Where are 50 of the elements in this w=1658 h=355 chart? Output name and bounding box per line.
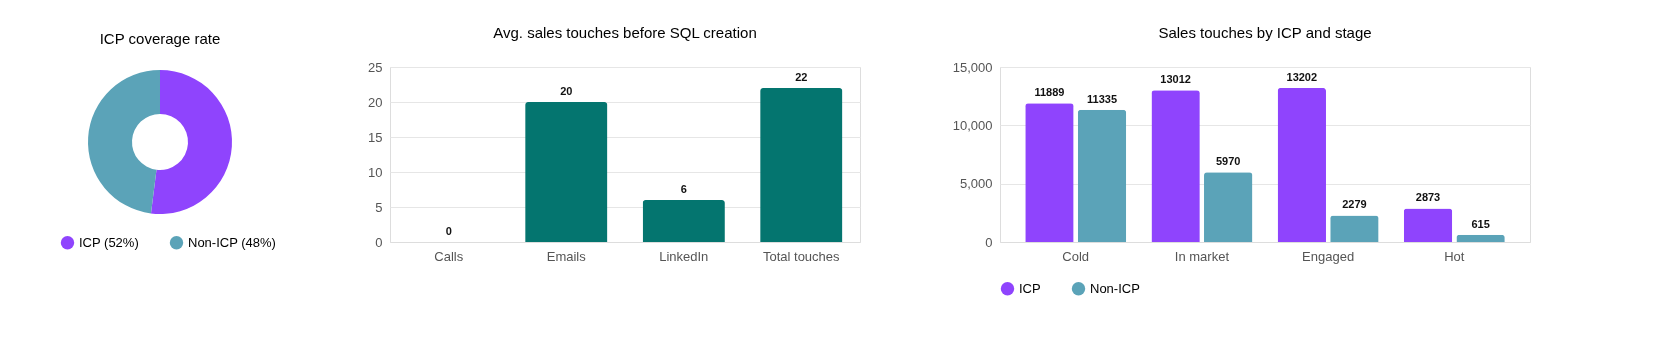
legend-label: ICP [1019,280,1041,296]
y-tick-label: 15 [368,129,383,145]
x-tick-label: LinkedIn [659,248,709,264]
y-tick-label: 10 [368,164,383,180]
x-tick-label: Calls [434,248,464,264]
bar [642,200,725,242]
x-tick-label: Cold [1062,248,1090,264]
bar [1456,234,1505,242]
bar [1403,208,1453,242]
bar [1330,215,1379,242]
x-tick-label: Engaged [1302,248,1355,264]
y-tick-label: 0 [375,234,383,250]
data-label: 2279 [1342,198,1367,211]
chart-title: Avg. sales touches before SQL creation [493,24,757,41]
donut-slice [150,70,232,214]
data-label: 6 [680,183,687,195]
bar [1151,90,1200,242]
bar [1077,109,1127,242]
bar [1025,103,1074,242]
y-tick-label: 5 [375,199,383,215]
bar [760,88,843,242]
x-tick-label: Emails [546,248,587,264]
data-label: 13202 [1286,70,1318,83]
data-label: 22 [795,71,808,83]
data-label: 0 [445,225,452,237]
y-tick-label: 15,000 [952,59,993,75]
data-label: 2873 [1415,191,1441,204]
chart-title: Sales touches by ICP and stage [1158,24,1372,41]
y-tick-label: 10,000 [952,117,993,133]
legend-label: Non-ICP [1090,280,1140,296]
y-tick-label: 25 [368,59,383,75]
x-tick-label: Total touches [762,248,841,264]
data-label: 615 [1471,217,1490,230]
data-label: 20 [560,85,573,97]
bar [1204,172,1253,242]
data-label: 11889 [1034,86,1065,99]
legend-label: ICP (52%) [79,234,139,250]
bar [1277,87,1326,242]
chart-title: ICP coverage rate [99,30,221,47]
y-tick-label: 20 [368,94,383,110]
y-tick-label: 5,000 [959,176,993,192]
y-tick-label: 0 [985,234,993,250]
donut-slice [88,70,160,214]
x-tick-label: Hot [1444,248,1465,264]
legend-label: Non-ICP (48%) [188,234,276,250]
data-label: 5970 [1215,155,1241,168]
data-label: 13012 [1160,73,1191,86]
data-label: 11335 [1087,92,1117,105]
x-tick-label: In market [1174,248,1230,264]
bar [525,102,608,242]
